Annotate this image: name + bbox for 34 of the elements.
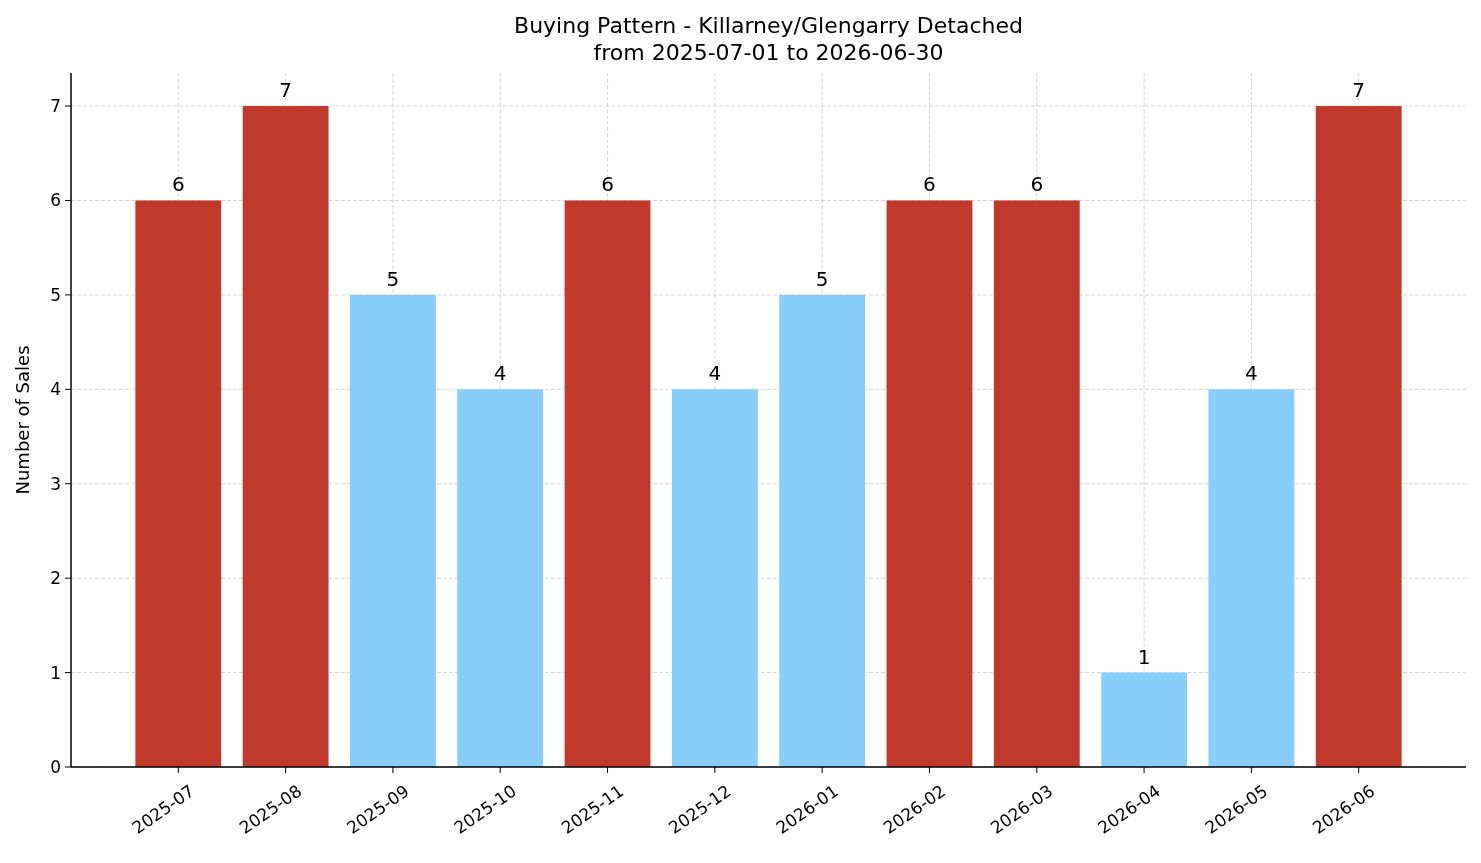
chart-title: Buying Pattern - Killarney/Glengarry Detached from 2025-07-01 to 2026-06-30 — [514, 13, 1023, 65]
y-tick-label: 6 — [50, 190, 61, 211]
y-axis-title: Number of Sales — [12, 345, 33, 495]
y-tick-label: 5 — [50, 284, 61, 305]
y-tick-label: 0 — [50, 756, 61, 777]
data-label: 6 — [1030, 172, 1044, 197]
bar — [1101, 672, 1187, 767]
y-tick-label: 2 — [50, 568, 61, 589]
data-label: 5 — [815, 266, 829, 291]
data-label: 1 — [1137, 644, 1151, 669]
data-label: 5 — [386, 266, 400, 291]
bar — [457, 389, 544, 767]
bar — [993, 200, 1080, 767]
bar — [135, 200, 222, 767]
bar — [350, 294, 436, 767]
data-label: 6 — [923, 172, 936, 197]
y-tick-label: 1 — [50, 662, 61, 683]
bar — [886, 200, 973, 767]
y-tick-label: 4 — [50, 379, 61, 400]
data-label: 7 — [1352, 78, 1366, 103]
bar — [1315, 106, 1402, 767]
data-label: 6 — [601, 172, 614, 197]
data-label: 4 — [708, 361, 722, 386]
y-tick-label: 3 — [50, 473, 61, 494]
bar — [779, 294, 866, 767]
bar — [564, 200, 651, 767]
data-label: 4 — [493, 361, 507, 386]
data-label: 6 — [171, 172, 185, 197]
data-label: 4 — [1245, 361, 1258, 386]
bar — [242, 106, 329, 767]
y-tick-label: 7 — [50, 96, 61, 116]
bar — [671, 389, 758, 767]
bar — [1208, 389, 1295, 767]
data-label: 7 — [279, 78, 292, 103]
